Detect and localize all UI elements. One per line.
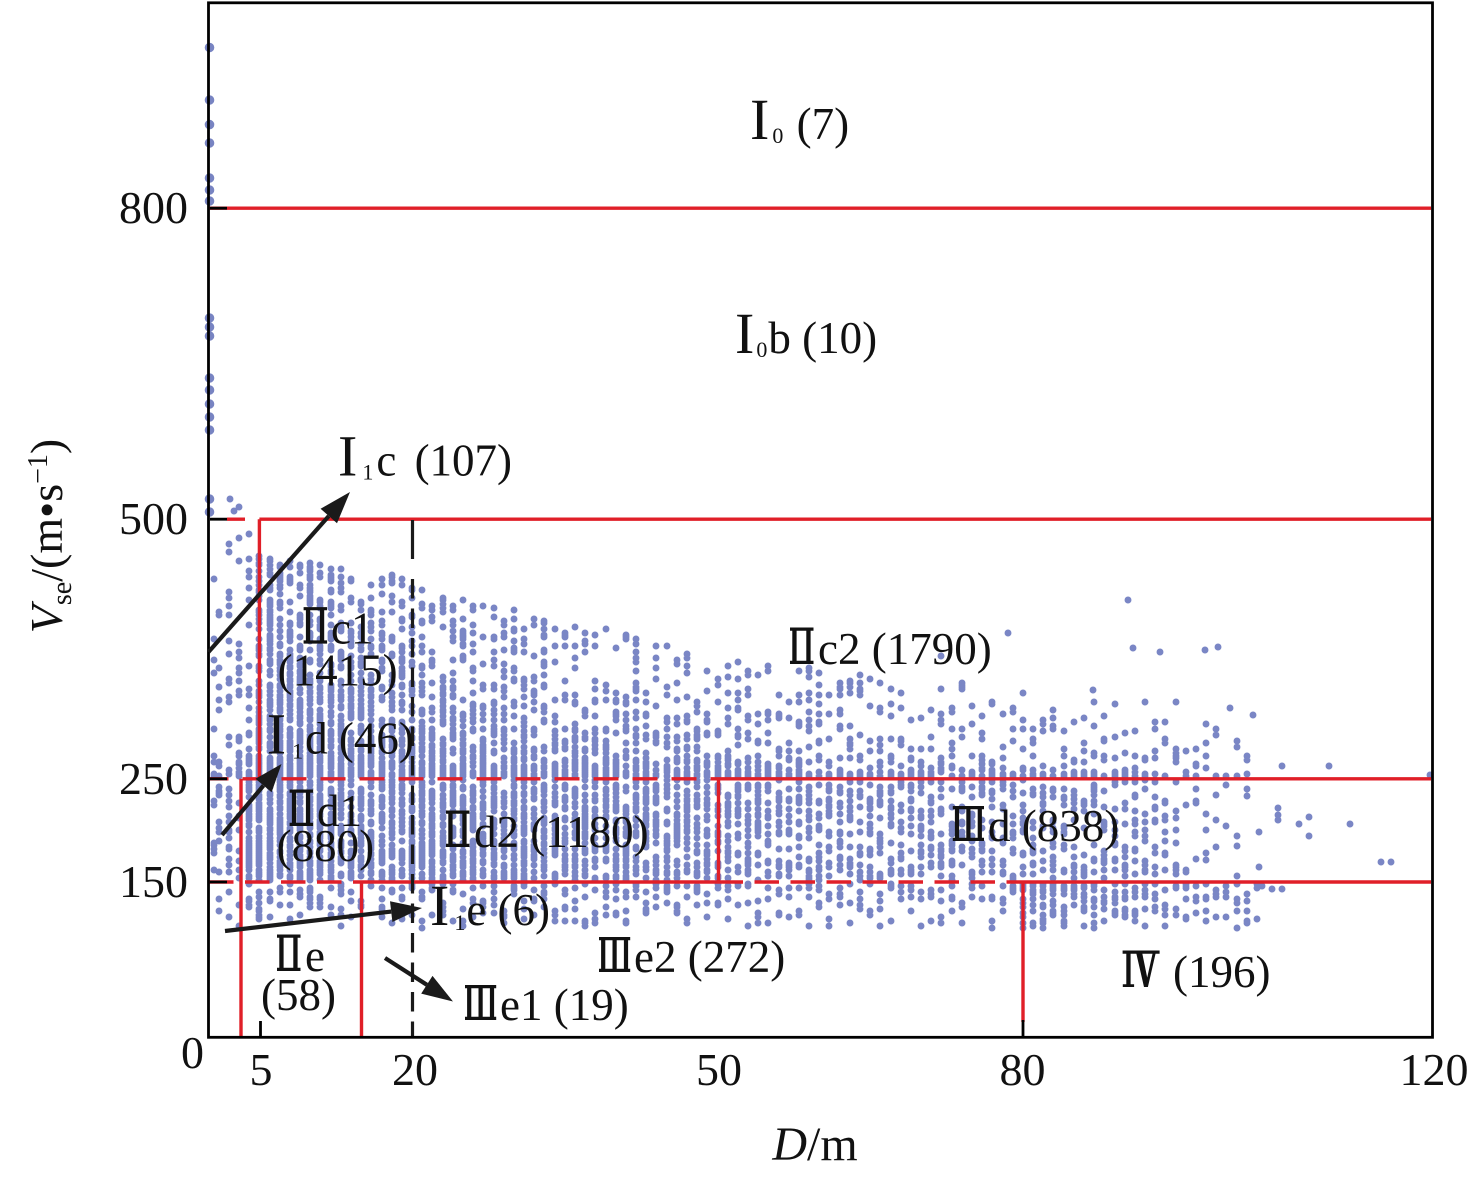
svg-text:e2 (272): e2 (272) [634,932,785,982]
svg-text:20: 20 [392,1044,438,1095]
svg-text:I1d (46): I 1d (46) [267,702,414,767]
svg-text:0: 0 [181,1027,204,1078]
svg-text:5: 5 [250,1044,273,1095]
svg-text:(58): (58) [261,970,336,1020]
svg-text:D/m: D/m [771,1118,857,1171]
svg-text:800: 800 [119,182,188,233]
svg-text:I1c (107): I 1c (107) [338,424,512,489]
svg-text:80: 80 [1000,1044,1046,1095]
svg-text:500: 500 [119,493,188,544]
svg-text:250: 250 [119,753,188,804]
svg-text:(1415): (1415) [278,645,398,695]
svg-text:(196): (196) [1173,947,1270,997]
svg-text:50: 50 [696,1044,742,1095]
svg-text:e1 (19): e1 (19) [500,980,629,1030]
svg-text:d1: d1 [317,786,362,836]
svg-text:120: 120 [1400,1044,1469,1095]
svg-text:I1e (6): I 1e (6) [430,873,550,938]
svg-text:d2 (1180): d2 (1180) [474,807,649,857]
svg-text:(880): (880) [277,821,374,871]
svg-text:I0b (10): I0b (10) [735,301,877,366]
svg-text:c2 (1790): c2 (1790) [818,624,992,674]
svg-text:e: e [305,931,325,981]
svg-text:c1: c1 [331,604,373,654]
svg-text:I0 (7): I0 (7) [750,87,849,152]
svg-text:150: 150 [119,856,188,907]
svg-text:Vse/(m•s−1): Vse/(m•s−1) [21,439,78,633]
svg-text:d (838): d (838) [988,801,1119,851]
